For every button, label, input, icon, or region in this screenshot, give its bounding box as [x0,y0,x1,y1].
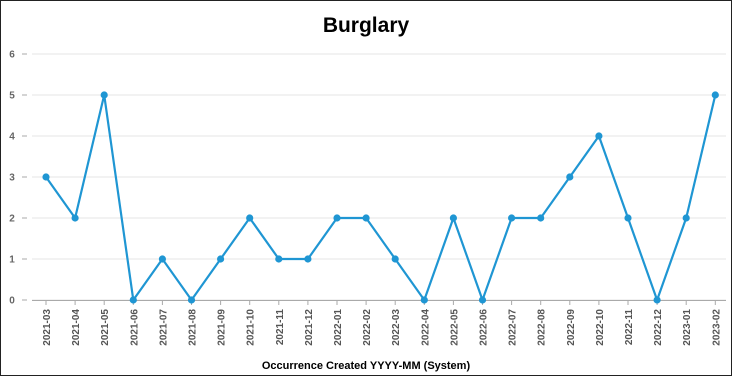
x-tick-label: 2023-01 [682,309,693,346]
data-point [508,214,516,222]
x-axis-label: Occurrence Created YYYY-MM (System) [261,360,471,372]
data-point [187,296,196,304]
y-tick-label: 3 [9,173,15,184]
data-point [653,296,661,304]
x-tick-label: 2023-02 [711,309,722,346]
data-point [711,91,719,99]
data-point [420,296,428,304]
y-tick-label: 5 [9,91,15,102]
data-point [304,255,312,263]
data-point [478,296,487,304]
x-tick-label: 2021-07 [158,309,169,346]
chart-title: Burglary [322,14,410,37]
x-tick-label: 2021-08 [188,309,199,346]
data-point [362,214,370,222]
data-point [129,296,137,304]
x-tick-label: 2022-12 [653,309,664,346]
x-tick-label: 2022-07 [508,309,519,346]
x-tick-label: 2022-01 [333,309,344,346]
data-point [624,214,632,222]
x-tick-label: 2022-10 [595,309,606,346]
x-tick-label: 2022-08 [537,309,548,346]
x-tick-label: 2021-04 [71,309,82,346]
x-tick-label: 2021-09 [217,309,228,346]
data-point [682,214,690,222]
x-tick-label: 2021-10 [246,309,257,346]
data-point [217,255,225,263]
x-tick-label: 2021-06 [129,309,140,346]
data-point [100,91,108,99]
x-tick-label: 2022-09 [566,309,577,346]
data-point [333,214,341,222]
x-tick-label: 2022-11 [624,309,635,346]
data-point [449,214,457,222]
data-point [246,214,254,222]
x-tick-label: 2022-04 [420,309,431,346]
y-tick-label: 2 [9,214,15,225]
x-tick-label: 2022-02 [362,309,373,346]
y-tick-label: 0 [9,296,15,307]
y-tick-label: 4 [9,132,15,143]
data-point [71,214,79,222]
data-point [595,132,603,140]
series-line [45,93,717,302]
x-tick-label: 2021-05 [100,309,111,346]
x-tick-label: 2022-05 [449,309,460,346]
data-point [158,255,166,263]
x-tick-label: 2021-12 [304,309,315,346]
data-point [275,255,283,263]
x-tick-label: 2021-11 [275,309,286,346]
x-tick-label: 2021-03 [42,309,53,346]
x-tick-label: 2022-03 [391,309,402,346]
data-point [391,255,399,263]
data-point [42,173,50,181]
data-point [566,173,574,181]
x-tick-label: 2022-06 [479,309,490,346]
y-tick-label: 1 [9,255,15,266]
y-tick-label: 6 [9,50,15,61]
data-point [537,214,545,222]
